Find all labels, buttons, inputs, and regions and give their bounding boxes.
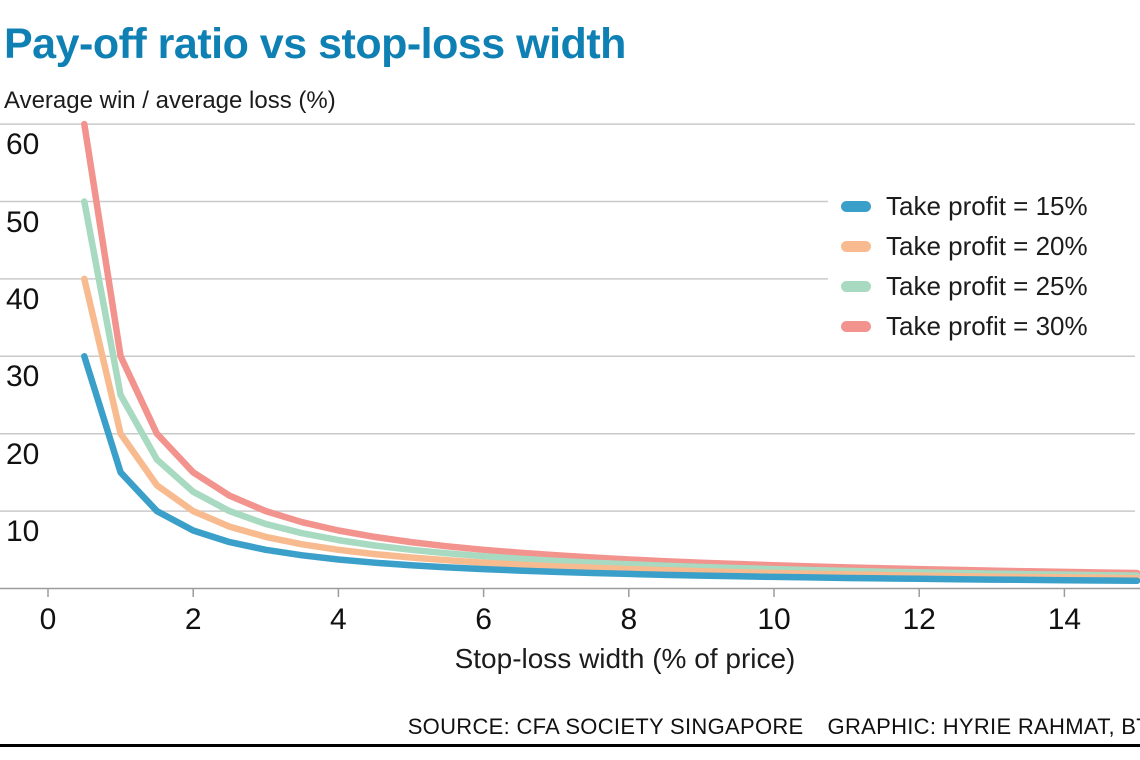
legend-item: Take profit = 20%: [828, 226, 1140, 266]
footer-rule: [0, 744, 1140, 747]
legend-label: Take profit = 30%: [886, 310, 1088, 341]
page-title: Pay-off ratio vs stop-loss width: [4, 20, 626, 68]
legend-swatch-icon: [841, 200, 871, 212]
legend-label: Take profit = 15%: [886, 190, 1088, 221]
x-tick-label: 8: [620, 603, 638, 636]
x-tick-label: 14: [1047, 603, 1082, 636]
y-axis-title: Average win / average loss (%): [4, 87, 336, 114]
y-tick-label: 50: [6, 205, 40, 239]
series-line-15: [81, 353, 1140, 585]
legend-label: Take profit = 25%: [886, 270, 1088, 301]
legend-item: Take profit = 30%: [828, 306, 1140, 346]
legend-swatch-icon: [841, 320, 871, 332]
y-tick-label: 60: [6, 128, 40, 162]
y-tick-label: 40: [6, 282, 40, 316]
y-tick-label: 30: [6, 360, 40, 394]
y-tick-label: 20: [6, 437, 40, 471]
graphic-credit: GRAPHIC: HYRIE RAHMAT, BT: [827, 714, 1140, 739]
x-tick-label: 12: [902, 603, 936, 636]
legend-swatch-icon: [841, 240, 871, 252]
legend: Take profit = 15% Take profit = 20% Take p…: [828, 186, 1140, 346]
x-tick-label: 6: [475, 603, 492, 636]
legend-item: Take profit = 25%: [828, 266, 1140, 306]
x-tick-label: 10: [757, 603, 791, 636]
y-tick-label: 10: [6, 515, 40, 549]
x-axis-title: Stop-loss width (% of price): [454, 643, 796, 674]
x-tick-label: 0: [39, 603, 57, 636]
x-tick-label: 2: [184, 603, 202, 636]
source-credit: SOURCE: CFA SOCIETY SINGAPORE: [407, 714, 804, 739]
legend-swatch-icon: [841, 280, 871, 292]
x-tick-label: 4: [330, 603, 347, 636]
legend-item: Take profit = 15%: [828, 186, 1140, 226]
legend-label: Take profit = 20%: [886, 230, 1088, 261]
credits: SOURCE: CFA SOCIETY SINGAPORE GRAPHIC: HY…: [408, 714, 1140, 740]
